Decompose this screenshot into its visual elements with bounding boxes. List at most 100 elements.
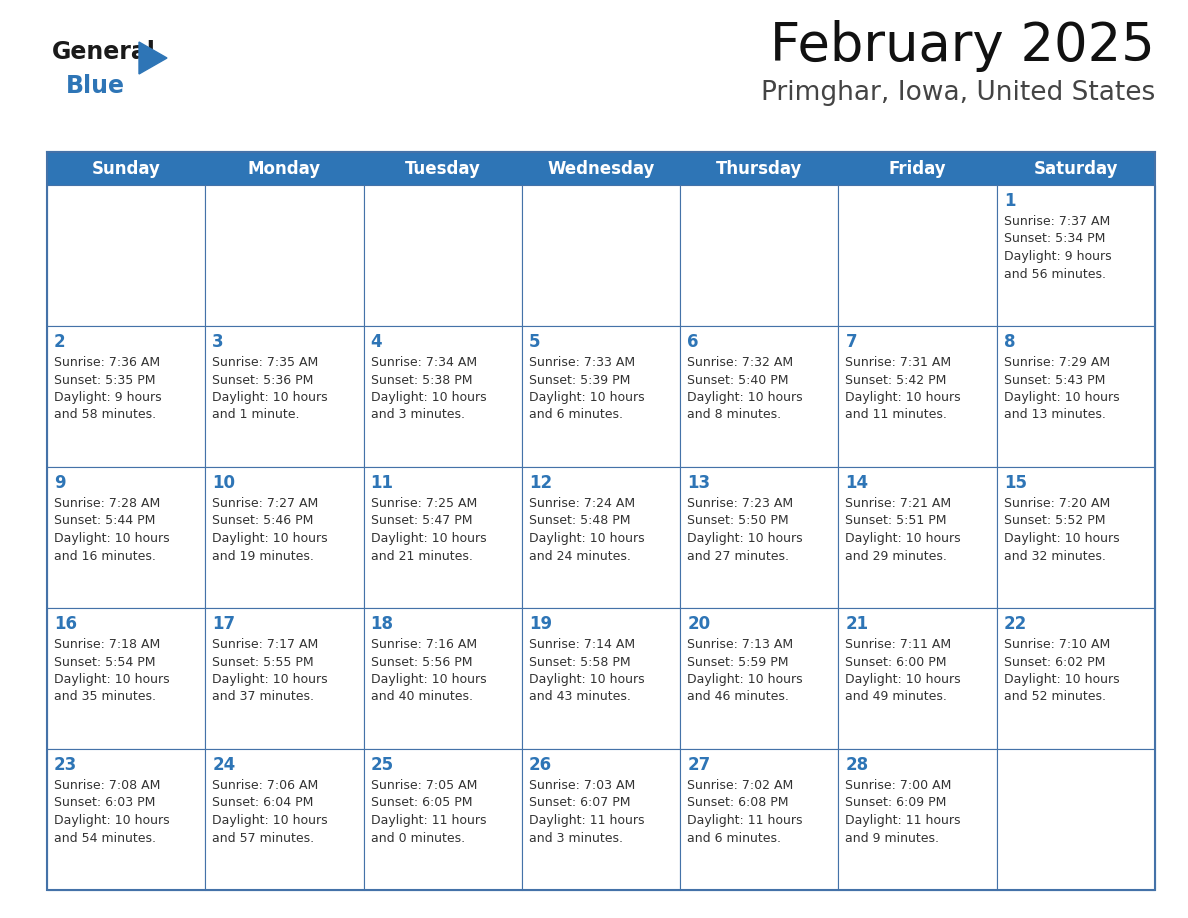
Text: Thursday: Thursday	[716, 160, 802, 177]
Bar	[839, 608, 997, 749]
Text: 22: 22	[1004, 615, 1026, 633]
Text: Sunrise: 7:00 AM
Sunset: 6:09 PM
Daylight: 11 hours
and 9 minutes.: Sunrise: 7:00 AM Sunset: 6:09 PM Dayligh…	[846, 779, 961, 845]
Bar	[997, 749, 1155, 890]
Bar	[364, 749, 522, 890]
Bar	[839, 467, 997, 608]
Text: Sunrise: 7:11 AM
Sunset: 6:00 PM
Daylight: 10 hours
and 49 minutes.: Sunrise: 7:11 AM Sunset: 6:00 PM Dayligh…	[846, 638, 961, 703]
Text: 15: 15	[1004, 474, 1026, 492]
Bar	[364, 185, 522, 326]
Text: Sunrise: 7:18 AM
Sunset: 5:54 PM
Daylight: 10 hours
and 35 minutes.: Sunrise: 7:18 AM Sunset: 5:54 PM Dayligh…	[53, 638, 170, 703]
Text: 1: 1	[1004, 192, 1016, 210]
Bar	[997, 326, 1155, 467]
Text: Sunrise: 7:35 AM
Sunset: 5:36 PM
Daylight: 10 hours
and 1 minute.: Sunrise: 7:35 AM Sunset: 5:36 PM Dayligh…	[213, 356, 328, 421]
Bar	[522, 185, 681, 326]
Bar	[48, 608, 206, 749]
Text: 19: 19	[529, 615, 552, 633]
Text: 3: 3	[213, 333, 223, 351]
Text: Sunrise: 7:32 AM
Sunset: 5:40 PM
Daylight: 10 hours
and 8 minutes.: Sunrise: 7:32 AM Sunset: 5:40 PM Dayligh…	[687, 356, 803, 421]
Bar	[839, 185, 997, 326]
Text: Sunrise: 7:34 AM
Sunset: 5:38 PM
Daylight: 10 hours
and 3 minutes.: Sunrise: 7:34 AM Sunset: 5:38 PM Dayligh…	[371, 356, 486, 421]
Text: Sunrise: 7:20 AM
Sunset: 5:52 PM
Daylight: 10 hours
and 32 minutes.: Sunrise: 7:20 AM Sunset: 5:52 PM Dayligh…	[1004, 497, 1119, 563]
Text: Primghar, Iowa, United States: Primghar, Iowa, United States	[760, 80, 1155, 106]
Text: 13: 13	[687, 474, 710, 492]
Text: 23: 23	[53, 756, 77, 774]
Text: Sunrise: 7:14 AM
Sunset: 5:58 PM
Daylight: 10 hours
and 43 minutes.: Sunrise: 7:14 AM Sunset: 5:58 PM Dayligh…	[529, 638, 644, 703]
Bar	[206, 185, 364, 326]
Text: Sunrise: 7:03 AM
Sunset: 6:07 PM
Daylight: 11 hours
and 3 minutes.: Sunrise: 7:03 AM Sunset: 6:07 PM Dayligh…	[529, 779, 644, 845]
Text: 10: 10	[213, 474, 235, 492]
Bar	[48, 467, 206, 608]
Bar	[681, 326, 839, 467]
Bar	[522, 749, 681, 890]
Text: 2: 2	[53, 333, 65, 351]
Text: Blue: Blue	[67, 74, 125, 98]
Bar	[839, 326, 997, 467]
Text: Sunrise: 7:10 AM
Sunset: 6:02 PM
Daylight: 10 hours
and 52 minutes.: Sunrise: 7:10 AM Sunset: 6:02 PM Dayligh…	[1004, 638, 1119, 703]
Text: Tuesday: Tuesday	[405, 160, 481, 177]
Bar	[48, 185, 206, 326]
Bar	[522, 326, 681, 467]
Text: Sunday: Sunday	[91, 160, 160, 177]
Text: Sunrise: 7:23 AM
Sunset: 5:50 PM
Daylight: 10 hours
and 27 minutes.: Sunrise: 7:23 AM Sunset: 5:50 PM Dayligh…	[687, 497, 803, 563]
Text: 7: 7	[846, 333, 857, 351]
Text: Sunrise: 7:08 AM
Sunset: 6:03 PM
Daylight: 10 hours
and 54 minutes.: Sunrise: 7:08 AM Sunset: 6:03 PM Dayligh…	[53, 779, 170, 845]
Text: Saturday: Saturday	[1034, 160, 1118, 177]
Text: 25: 25	[371, 756, 393, 774]
Text: Sunrise: 7:25 AM
Sunset: 5:47 PM
Daylight: 10 hours
and 21 minutes.: Sunrise: 7:25 AM Sunset: 5:47 PM Dayligh…	[371, 497, 486, 563]
Bar	[681, 749, 839, 890]
Text: 27: 27	[687, 756, 710, 774]
Bar	[48, 152, 1155, 185]
Text: 8: 8	[1004, 333, 1016, 351]
Text: 12: 12	[529, 474, 552, 492]
Bar	[48, 152, 1155, 890]
Bar	[681, 608, 839, 749]
Text: 21: 21	[846, 615, 868, 633]
Text: Sunrise: 7:27 AM
Sunset: 5:46 PM
Daylight: 10 hours
and 19 minutes.: Sunrise: 7:27 AM Sunset: 5:46 PM Dayligh…	[213, 497, 328, 563]
Bar	[522, 608, 681, 749]
Text: 28: 28	[846, 756, 868, 774]
Text: 18: 18	[371, 615, 393, 633]
Text: February 2025: February 2025	[770, 20, 1155, 72]
Text: 4: 4	[371, 333, 383, 351]
Text: 14: 14	[846, 474, 868, 492]
Text: Sunrise: 7:02 AM
Sunset: 6:08 PM
Daylight: 11 hours
and 6 minutes.: Sunrise: 7:02 AM Sunset: 6:08 PM Dayligh…	[687, 779, 803, 845]
Text: General: General	[52, 40, 156, 64]
Text: Sunrise: 7:28 AM
Sunset: 5:44 PM
Daylight: 10 hours
and 16 minutes.: Sunrise: 7:28 AM Sunset: 5:44 PM Dayligh…	[53, 497, 170, 563]
Bar	[206, 608, 364, 749]
Text: Sunrise: 7:24 AM
Sunset: 5:48 PM
Daylight: 10 hours
and 24 minutes.: Sunrise: 7:24 AM Sunset: 5:48 PM Dayligh…	[529, 497, 644, 563]
Text: Sunrise: 7:05 AM
Sunset: 6:05 PM
Daylight: 11 hours
and 0 minutes.: Sunrise: 7:05 AM Sunset: 6:05 PM Dayligh…	[371, 779, 486, 845]
Bar	[681, 185, 839, 326]
Text: 9: 9	[53, 474, 65, 492]
Text: Sunrise: 7:31 AM
Sunset: 5:42 PM
Daylight: 10 hours
and 11 minutes.: Sunrise: 7:31 AM Sunset: 5:42 PM Dayligh…	[846, 356, 961, 421]
Text: 24: 24	[213, 756, 235, 774]
Bar	[839, 749, 997, 890]
Text: Monday: Monday	[248, 160, 321, 177]
Text: Sunrise: 7:16 AM
Sunset: 5:56 PM
Daylight: 10 hours
and 40 minutes.: Sunrise: 7:16 AM Sunset: 5:56 PM Dayligh…	[371, 638, 486, 703]
Bar	[364, 608, 522, 749]
Text: 6: 6	[687, 333, 699, 351]
Text: Sunrise: 7:29 AM
Sunset: 5:43 PM
Daylight: 10 hours
and 13 minutes.: Sunrise: 7:29 AM Sunset: 5:43 PM Dayligh…	[1004, 356, 1119, 421]
Text: Sunrise: 7:21 AM
Sunset: 5:51 PM
Daylight: 10 hours
and 29 minutes.: Sunrise: 7:21 AM Sunset: 5:51 PM Dayligh…	[846, 497, 961, 563]
Bar	[522, 467, 681, 608]
Bar	[206, 467, 364, 608]
Text: 20: 20	[687, 615, 710, 633]
Bar	[997, 608, 1155, 749]
Bar	[997, 467, 1155, 608]
Text: Wednesday: Wednesday	[548, 160, 655, 177]
Text: Sunrise: 7:17 AM
Sunset: 5:55 PM
Daylight: 10 hours
and 37 minutes.: Sunrise: 7:17 AM Sunset: 5:55 PM Dayligh…	[213, 638, 328, 703]
Text: Sunrise: 7:37 AM
Sunset: 5:34 PM
Daylight: 9 hours
and 56 minutes.: Sunrise: 7:37 AM Sunset: 5:34 PM Dayligh…	[1004, 215, 1111, 281]
Bar	[364, 326, 522, 467]
Bar	[48, 326, 206, 467]
Text: Sunrise: 7:33 AM
Sunset: 5:39 PM
Daylight: 10 hours
and 6 minutes.: Sunrise: 7:33 AM Sunset: 5:39 PM Dayligh…	[529, 356, 644, 421]
Bar	[206, 749, 364, 890]
Text: 5: 5	[529, 333, 541, 351]
Text: 16: 16	[53, 615, 77, 633]
Text: Sunrise: 7:36 AM
Sunset: 5:35 PM
Daylight: 9 hours
and 58 minutes.: Sunrise: 7:36 AM Sunset: 5:35 PM Dayligh…	[53, 356, 162, 421]
Bar	[48, 749, 206, 890]
Text: 17: 17	[213, 615, 235, 633]
Bar	[206, 326, 364, 467]
Polygon shape	[139, 42, 168, 74]
Bar	[681, 467, 839, 608]
Text: Friday: Friday	[889, 160, 947, 177]
Text: Sunrise: 7:06 AM
Sunset: 6:04 PM
Daylight: 10 hours
and 57 minutes.: Sunrise: 7:06 AM Sunset: 6:04 PM Dayligh…	[213, 779, 328, 845]
